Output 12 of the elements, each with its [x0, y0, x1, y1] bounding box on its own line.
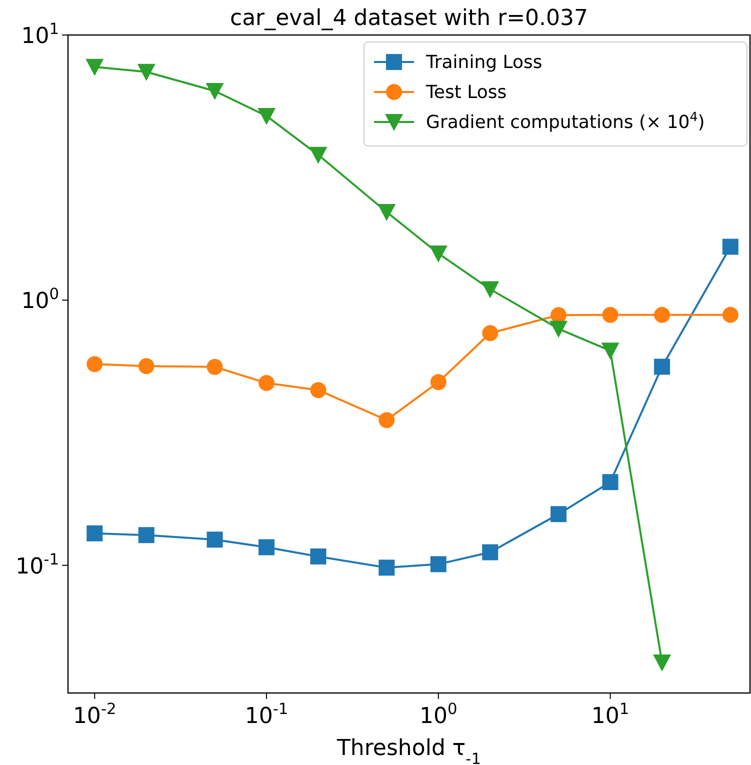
x-tick-label: 10$^{-1}$	[244, 700, 288, 729]
x-tick-label: 10$^{1}$	[591, 700, 630, 729]
x-tick-label: 10$^{0}$	[419, 700, 458, 729]
x-axis-title: Threshold τ$_{-1}$	[336, 736, 482, 765]
x-tick-label: 10$^{-2}$	[72, 700, 116, 729]
y-tick-label: 10$^{1}$	[21, 20, 59, 49]
legend-label: Training Loss	[425, 52, 542, 73]
y-tick-label: 10$^{0}$	[21, 285, 59, 314]
legend-label: Gradient computations (× 10$^{4}$)	[426, 108, 705, 133]
legend-label: Test Loss	[425, 82, 507, 103]
chart-title: car_eval_4 dataset with r=0.037	[230, 6, 588, 31]
y-tick-label: 10$^{-1}$	[16, 550, 59, 580]
